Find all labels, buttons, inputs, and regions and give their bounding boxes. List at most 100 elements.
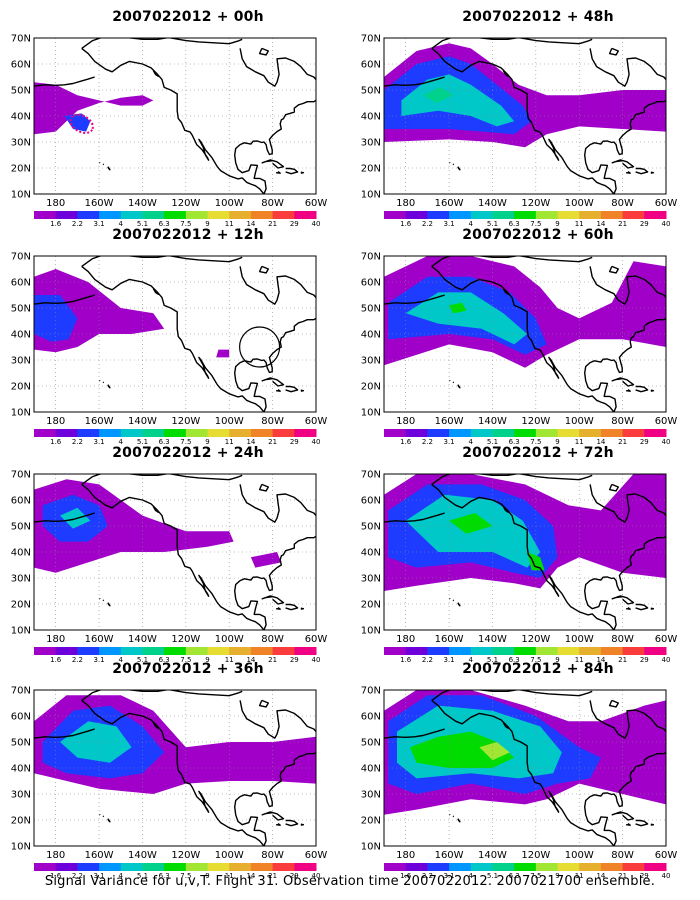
coastline (492, 38, 593, 45)
coastline (239, 484, 316, 523)
panel-title: 2007022012 + 00h (112, 9, 264, 25)
coastline (492, 474, 593, 481)
colorbar-tick-label: 6.3 (159, 220, 170, 228)
colorbar-tick-label: 40 (662, 220, 671, 228)
colorbar-swatch (470, 211, 493, 219)
coastline (583, 99, 666, 194)
variance-contour-region (401, 74, 515, 127)
longitude-tick-label: 140W (128, 850, 157, 861)
colorbar-swatch (535, 863, 559, 871)
coastline (261, 595, 285, 605)
colorbar-swatch (294, 211, 317, 219)
colorbar-tick-label: 40 (312, 656, 321, 664)
coastline (608, 47, 620, 56)
coastline (258, 483, 270, 492)
coastline (583, 535, 666, 630)
longitude-tick-label: 160W (85, 198, 114, 209)
coastline (502, 506, 510, 514)
colorbar-tick-label: 5.1 (487, 438, 498, 446)
coastline (650, 389, 655, 392)
longitude-tick-label: 80W (261, 634, 284, 645)
colorbar-tick-label: 7.5 (530, 872, 541, 880)
map-frame (33, 473, 317, 631)
coastline (285, 385, 299, 393)
longitude-tick-label: 180 (396, 634, 415, 645)
latitude-tick-label: 60N (11, 496, 31, 507)
colorbar-tick-label: 11 (225, 438, 234, 446)
variance-contour-region (405, 292, 528, 345)
coastline (611, 377, 635, 387)
latitude-tick-label: 30N (361, 356, 381, 367)
longitude-tick-label: 120W (171, 634, 200, 645)
coastline (261, 159, 285, 169)
colorbar-swatch (207, 211, 230, 219)
coastline (34, 76, 95, 87)
colorbar-tick-label: 6.3 (509, 220, 520, 228)
map-panel-36h: 2007022012 + 36h 10N 20N 30N 40N 50N 60N 70N 18… (11, 660, 358, 881)
coastline (384, 512, 445, 523)
colorbar-swatch (34, 863, 57, 871)
colorbar-swatch (622, 211, 645, 219)
variance-map: 10N 20N 30N 40N 50N 60N 70N 180 160W 140W 120W 100W… (361, 252, 678, 447)
colorbar-tick-label: 9 (555, 438, 559, 446)
coastline (611, 159, 635, 169)
longitude-tick-label: 100W (215, 198, 244, 209)
latitude-tick-label: 10N (361, 190, 381, 201)
coastline (276, 171, 281, 174)
colorbar-tick-label: 21 (618, 656, 627, 664)
longitude-tick-label: 80W (611, 850, 634, 861)
coastline (261, 377, 285, 387)
colorbar-swatch (470, 429, 493, 437)
latitude-tick-label: 70N (11, 686, 31, 697)
coastline (502, 288, 510, 296)
coastline (107, 602, 111, 607)
colorbar-tick-label: 21 (618, 220, 627, 228)
latitude-tick-label: 50N (361, 86, 381, 97)
colorbar-tick-label: 6.3 (509, 656, 520, 664)
variance-contour-region (60, 721, 132, 763)
coastline (285, 819, 299, 827)
coastline (452, 815, 455, 818)
variance-contour-region (216, 349, 230, 358)
map-panel-12h: 2007022012 + 12h 10N 20N 30N 40N 50N 60N 70N 18… (11, 226, 358, 446)
colorbar-tick-label: 14 (246, 438, 255, 446)
colorbar-swatch (34, 211, 57, 219)
colorbar-swatch (492, 647, 515, 655)
longitude-tick-label: 180 (46, 198, 65, 209)
coastline (492, 256, 593, 263)
coastline (152, 288, 160, 296)
coastline (258, 47, 270, 56)
colorbar-swatch (449, 211, 472, 219)
colorbar-tick-label: 21 (268, 872, 277, 880)
latitude-tick-label: 60N (361, 712, 381, 723)
map-contents (384, 690, 666, 846)
colorbar-swatch (579, 211, 602, 219)
latitude-tick-label: 40N (361, 330, 381, 341)
colorbar-tick-label: 29 (290, 438, 299, 446)
colorbar-swatch (644, 863, 667, 871)
latitude-tick-label: 70N (361, 686, 381, 697)
coastline (34, 728, 95, 739)
latitude-tick-label: 40N (11, 330, 31, 341)
coastline (300, 607, 305, 610)
coastline (152, 722, 160, 730)
colorbar-swatch (449, 863, 472, 871)
coastline (102, 815, 105, 818)
colorbar-tick-label: 5.1 (487, 872, 498, 880)
colorbar-swatch (99, 863, 122, 871)
coastline (233, 751, 316, 846)
colorbar-tick-label: 3.1 (444, 438, 455, 446)
observation-track-marker (69, 113, 94, 134)
colorbar-swatch (600, 429, 624, 437)
latitude-tick-label: 40N (11, 112, 31, 123)
variance-map: 10N 20N 30N 40N 50N 60N 70N 180 160W 140W 120W 100W… (11, 686, 328, 881)
colorbar-swatch (34, 647, 57, 655)
coastline (502, 70, 510, 78)
coastline (608, 265, 620, 274)
coastline (635, 385, 649, 393)
longitude-tick-label: 120W (521, 416, 550, 427)
map-contents (34, 256, 316, 412)
longitude-tick-label: 60W (305, 634, 328, 645)
coastline (152, 506, 160, 514)
colorbar-swatch (449, 647, 472, 655)
